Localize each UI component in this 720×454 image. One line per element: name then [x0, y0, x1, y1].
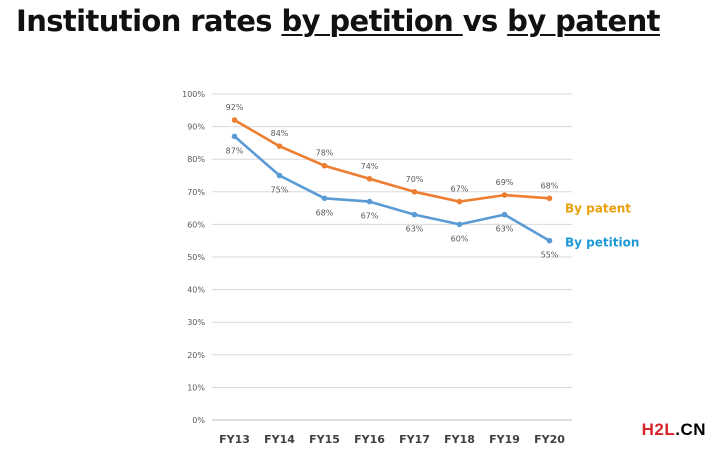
data-point: [501, 192, 508, 198]
title-text-by-patent: by patent: [507, 4, 660, 38]
title-text-1: Institution rates: [16, 4, 282, 38]
data-label: 67%: [451, 185, 469, 194]
data-label: 84%: [271, 129, 289, 138]
x-tick-label: FY16: [354, 433, 385, 446]
data-label: 87%: [226, 146, 244, 155]
data-point: [456, 221, 463, 228]
title-text-by-petition: by petition: [281, 4, 463, 38]
data-point: [366, 198, 373, 205]
data-point: [546, 237, 553, 244]
data-label: 55%: [541, 251, 559, 260]
data-point: [456, 198, 463, 205]
y-tick-label: 10%: [187, 383, 205, 392]
data-point: [276, 172, 283, 179]
series-name-label: By patent: [565, 201, 631, 215]
data-label: 63%: [406, 225, 424, 234]
x-tick-label: FY17: [399, 433, 430, 446]
watermark-logo: H2L.CN: [642, 420, 706, 440]
data-label: 74%: [361, 162, 379, 171]
data-point: [231, 117, 238, 123]
data-label: 60%: [451, 234, 469, 243]
x-tick-label: FY14: [264, 433, 295, 446]
data-label: 75%: [271, 186, 289, 195]
title-text-vs: vs: [462, 4, 508, 38]
data-point: [501, 211, 508, 218]
y-tick-label: 40%: [187, 286, 205, 295]
series-name-label: By petition: [565, 236, 639, 250]
data-label: 78%: [316, 149, 334, 158]
watermark-cn: .CN: [675, 420, 706, 439]
series-line: [233, 135, 551, 242]
data-point: [411, 211, 418, 218]
data-point: [546, 195, 553, 202]
data-label: 67%: [361, 212, 379, 221]
y-tick-label: 20%: [187, 351, 205, 360]
y-tick-label: 50%: [187, 253, 205, 262]
data-point: [411, 189, 418, 195]
data-point: [321, 195, 328, 202]
watermark-h2l: H2L: [641, 420, 676, 439]
y-tick-label: 80%: [187, 155, 205, 164]
data-label: 63%: [496, 225, 514, 234]
data-label: 68%: [541, 181, 559, 190]
x-tick-label: FY13: [219, 433, 250, 446]
x-tick-label: FY20: [534, 433, 565, 446]
data-label: 92%: [226, 103, 244, 112]
data-point: [231, 133, 238, 140]
y-tick-label: 90%: [187, 123, 205, 132]
data-point: [276, 143, 283, 149]
data-point: [321, 162, 328, 169]
data-label: 70%: [406, 175, 424, 184]
x-tick-label: FY15: [309, 433, 340, 446]
chart-title: Institution rates by petition vs by pate…: [16, 4, 661, 38]
series-line: [233, 118, 551, 203]
data-point: [366, 175, 373, 182]
x-tick-label: FY18: [444, 433, 475, 446]
y-tick-label: 0%: [192, 416, 205, 425]
data-label: 68%: [316, 208, 334, 217]
y-tick-label: 60%: [187, 220, 205, 229]
x-tick-label: FY19: [489, 433, 520, 446]
y-tick-label: 70%: [187, 188, 205, 197]
y-tick-label: 30%: [187, 318, 205, 327]
data-label: 69%: [496, 178, 514, 187]
y-tick-label: 100%: [182, 90, 205, 99]
